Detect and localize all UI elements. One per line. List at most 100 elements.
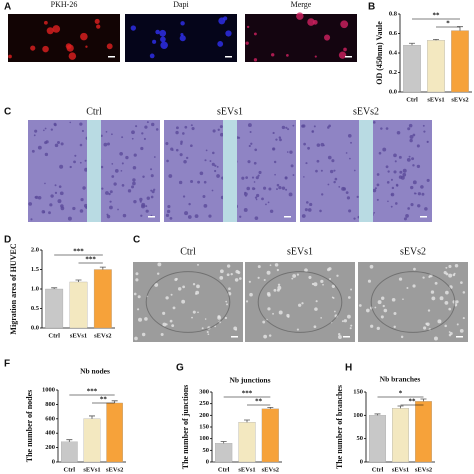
cell [156, 272, 160, 275]
cell [444, 300, 449, 305]
cell [226, 273, 230, 277]
bar [215, 443, 233, 463]
x-tick-label: sEVs1 [70, 332, 87, 339]
cell [30, 218, 33, 221]
cell [393, 170, 397, 174]
cell [67, 216, 72, 221]
cell [445, 266, 448, 269]
cell [197, 180, 201, 184]
cell [271, 53, 275, 57]
cell [374, 306, 377, 309]
cell [151, 122, 155, 127]
cell [212, 129, 216, 133]
cell [192, 310, 196, 314]
chart-title: Nb nodes [80, 367, 110, 376]
image-title: PKH-26 [51, 0, 78, 9]
cell [52, 25, 61, 33]
x-tick-label: sEVs2 [451, 96, 468, 103]
cell [57, 199, 62, 204]
cell [431, 296, 436, 301]
cell [385, 165, 389, 169]
y-axis-label: OD (450nm) Vaule [375, 21, 384, 85]
cell [214, 169, 217, 173]
bar [403, 45, 421, 93]
cell [298, 303, 302, 307]
cell [296, 273, 300, 276]
cell [177, 287, 182, 291]
y-tick-label: 0.6 [389, 30, 398, 37]
cell [243, 208, 248, 212]
cell [400, 175, 405, 180]
x-tick-label: sEVs1 [83, 466, 100, 473]
y-tick-label: 250 [199, 400, 209, 407]
cell [132, 181, 136, 186]
cell [449, 331, 453, 335]
cell [448, 307, 452, 311]
error-bar [99, 266, 106, 270]
x-tick-label: Ctrl [48, 332, 60, 339]
cell [130, 25, 137, 31]
cell [417, 192, 421, 196]
cell [100, 165, 104, 169]
panel-letter: G [176, 363, 184, 374]
cell [328, 267, 332, 271]
y-tick-label: 0.8 [389, 10, 398, 17]
error-bar [51, 287, 58, 289]
cell [393, 325, 396, 329]
cell [462, 291, 466, 294]
y-tick-label: 600 [45, 415, 55, 422]
cell [79, 209, 84, 213]
cell [454, 263, 459, 268]
cell [191, 126, 195, 131]
cell [307, 146, 310, 150]
cell [139, 197, 143, 202]
image-title: Ctrl [86, 106, 102, 117]
cell [369, 264, 374, 269]
cell [391, 297, 396, 302]
cell [462, 317, 465, 320]
cell [281, 125, 286, 130]
cell [285, 188, 288, 191]
bar [93, 269, 112, 329]
cell [274, 263, 279, 267]
image-title: Merge [291, 0, 312, 9]
y-tick-label: 0.4 [389, 49, 398, 56]
error-bar [433, 38, 439, 41]
cell [395, 183, 399, 187]
cell [406, 157, 411, 162]
image-title: sEVs1 [217, 106, 243, 117]
bar [369, 415, 386, 463]
cell [313, 282, 318, 287]
cell [386, 181, 390, 184]
significance-label: *** [85, 256, 96, 264]
cell [292, 124, 295, 127]
cell [315, 300, 318, 303]
cell [146, 121, 149, 124]
cell [420, 185, 424, 189]
cell [226, 264, 231, 268]
x-tick-label: Ctrl [406, 96, 418, 103]
cell [218, 17, 226, 25]
scale-bar [343, 336, 350, 338]
cell [60, 142, 64, 146]
y-tick-label: 50 [203, 447, 210, 454]
cell [144, 125, 148, 129]
cell [117, 208, 119, 211]
cell [285, 126, 288, 129]
y-tick-label: 50 [357, 435, 364, 442]
cell [108, 192, 111, 196]
cell [331, 296, 334, 299]
cell [80, 32, 88, 41]
error-bar [267, 407, 274, 409]
cell [208, 214, 212, 218]
cell [245, 195, 247, 197]
cell [192, 283, 196, 286]
y-tick-label: 1000 [42, 386, 55, 393]
micrograph [245, 14, 357, 62]
cell [111, 163, 114, 165]
cell [291, 277, 294, 280]
cell [8, 54, 12, 59]
bar [415, 401, 432, 463]
cell [253, 181, 256, 183]
